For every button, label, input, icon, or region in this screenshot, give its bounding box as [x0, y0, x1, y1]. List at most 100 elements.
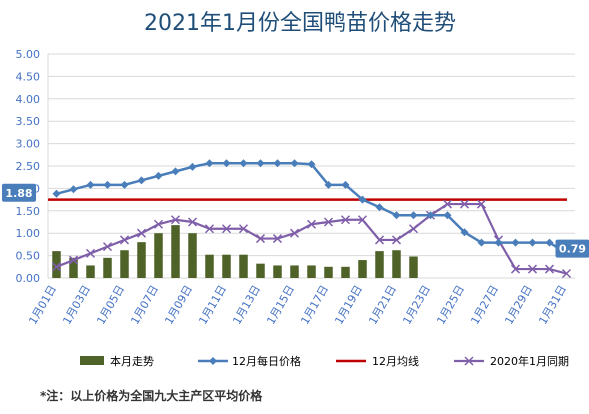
last-year-point [272, 234, 283, 244]
x-tick-label: 1月13日 [230, 283, 263, 327]
last-year-point [374, 235, 385, 245]
daily-point [69, 185, 78, 194]
bar [188, 233, 197, 278]
daily-point [358, 195, 367, 204]
x-tick-label: 1月29日 [502, 283, 535, 327]
y-tick-label: 1.00 [16, 227, 41, 240]
y-tick-label: 4.00 [16, 93, 41, 106]
x-axis-ticks: 1月01日 1月03日 1月05日 1月07日 1月09日 1月11日 1月13日 1月15日… [26, 283, 569, 327]
bar [375, 251, 384, 278]
bar [222, 254, 231, 278]
last-year-point [153, 219, 164, 229]
daily-point [307, 160, 316, 169]
daily-point [86, 180, 95, 189]
bar [154, 233, 163, 278]
last-year-point [357, 215, 368, 225]
last-year-point [510, 264, 521, 274]
bar [137, 242, 146, 278]
chart-title: 2021年1月份全国鸭苗价格走势 [144, 11, 456, 36]
daily-point [392, 211, 401, 220]
bar [307, 265, 316, 278]
legend-label: 2020年1月同期 [490, 354, 569, 368]
x-tick-label: 1月07日 [128, 283, 161, 327]
data-label-box [555, 239, 589, 258]
daily-point [494, 238, 503, 247]
y-tick-label: 3.50 [16, 115, 41, 128]
last-year-point [68, 255, 79, 265]
bar [103, 257, 112, 278]
bar-series-current-month [52, 225, 418, 278]
last-year-point [187, 217, 198, 227]
last-year-point [323, 217, 334, 227]
bar [256, 263, 265, 278]
daily-point [273, 159, 282, 168]
x-tick-label: 1月05日 [94, 283, 127, 327]
x-tick-label: 1月11日 [196, 283, 229, 327]
last-year-point [476, 199, 487, 209]
last-year-point [170, 215, 181, 225]
x-tick-label: 1月27日 [468, 283, 501, 327]
daily-point [443, 211, 452, 220]
daily-point [256, 159, 265, 168]
daily-point [103, 180, 112, 189]
bar [409, 256, 418, 278]
x-tick-label: 1月21日 [366, 283, 399, 327]
daily-point [290, 159, 299, 168]
legend-marker-prev [464, 356, 474, 366]
y-tick-label: 5.00 [16, 48, 41, 61]
last-year-point [119, 235, 130, 245]
bar [120, 250, 129, 278]
last-year-point [221, 224, 232, 234]
x-tick-label: 1月09日 [162, 283, 195, 327]
y-axis-ticks: 0.000.501.001.502.002.503.003.504.004.50… [16, 48, 41, 285]
daily-point [511, 238, 520, 247]
last-year-point [136, 228, 147, 238]
daily-price-line [52, 159, 571, 258]
bar [324, 266, 333, 278]
daily-point [154, 171, 163, 180]
legend-label: 12月均线 [372, 354, 419, 368]
y-tick-label: 3.00 [16, 138, 41, 151]
bar [273, 265, 282, 278]
data-labels: 1.88 0.79 [2, 183, 589, 258]
x-tick-label: 1月23日 [400, 283, 433, 327]
daily-point [239, 159, 248, 168]
bar [52, 251, 61, 278]
daily-point [205, 159, 214, 168]
daily-point [341, 180, 350, 189]
last-year-point [102, 242, 113, 252]
last-year-point [204, 224, 215, 234]
daily-point [324, 180, 333, 189]
daily-point [171, 167, 180, 176]
bar [392, 250, 401, 278]
bar [205, 254, 214, 278]
bar [358, 260, 367, 278]
last-year-point [306, 219, 317, 229]
legend-swatch-bar [80, 356, 104, 365]
daily-point [426, 211, 435, 220]
daily-point [528, 238, 537, 247]
last-year-point [255, 234, 266, 244]
daily-point [460, 228, 469, 237]
y-tick-label: 1.50 [16, 205, 41, 218]
daily-series-line [56, 162, 568, 255]
bar [341, 266, 350, 278]
last-year-point [408, 224, 419, 234]
last-year-series-line [56, 202, 567, 275]
last-year-point [544, 264, 555, 274]
last-year-point [391, 235, 402, 245]
x-tick-label: 1月03日 [60, 283, 93, 327]
last-year-point [51, 262, 62, 272]
daily-point [137, 176, 146, 185]
last-year-point [340, 215, 351, 225]
daily-point [120, 180, 129, 189]
bar [239, 254, 248, 278]
last-year-point [85, 248, 96, 258]
bar [69, 257, 78, 278]
last-year-point [238, 224, 249, 234]
daily-point [222, 159, 231, 168]
daily-point [477, 238, 486, 247]
last-year-point [289, 228, 300, 238]
last-year-line [51, 199, 572, 279]
